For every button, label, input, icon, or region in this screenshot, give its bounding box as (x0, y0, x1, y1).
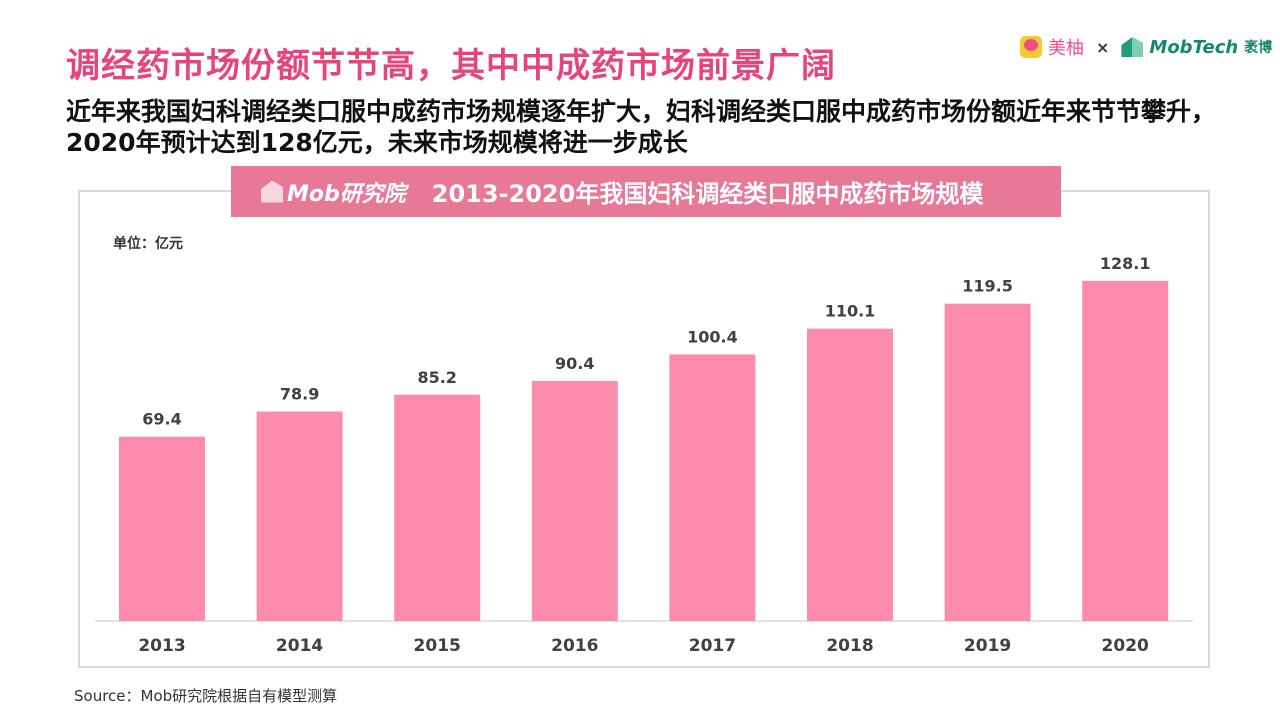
bar-2016 (531, 380, 618, 621)
bar-2019 (944, 303, 1031, 621)
x-tick-label: 2019 (964, 636, 1011, 656)
bar-2014 (256, 411, 343, 621)
mobtech-logo-text: MobTech (1149, 36, 1239, 58)
source-note: Source：Mob研究院根据自有模型测算 (74, 687, 338, 705)
page-title: 调经药市场份额节节高，其中中成药市场前景广阔 (66, 46, 836, 86)
times-sign: × (1096, 37, 1110, 57)
x-tick-label: 2013 (138, 636, 185, 656)
meiyou-logo-text: 美柚 (1048, 38, 1084, 59)
bar-2017 (669, 354, 756, 621)
bar-2013 (119, 436, 205, 621)
x-tick-label: 2014 (276, 636, 323, 656)
mob-research-text: Mob研究院 (287, 181, 406, 207)
brand-logos: 美柚 × MobTech 袤博 (1020, 34, 1272, 60)
data-label-2017: 100.4 (687, 327, 738, 346)
x-tick-label: 2017 (689, 636, 736, 656)
mobtech-logo-cn: 袤博 (1244, 40, 1273, 56)
chart-title: 2013-2020年我国妇科调经类口服中成药市场规模 (431, 180, 984, 208)
data-label-2015: 85.2 (417, 368, 456, 387)
bar-2020 (1082, 280, 1169, 621)
data-label-2013: 69.4 (142, 410, 181, 429)
x-tick-label: 2018 (826, 636, 873, 656)
data-label-2016: 90.4 (555, 354, 594, 373)
chart-banner: Mob研究院 2013-2020年我国妇科调经类口服中成药市场规模 (231, 166, 1061, 217)
data-label-2019: 119.5 (962, 277, 1013, 296)
page-subtitle: 近年来我国妇科调经类口服中成药市场规模逐年扩大，妇科调经类口服中成药市场份额近年… (66, 97, 1217, 157)
bar-2018 (807, 328, 893, 621)
x-tick-label: 2015 (414, 636, 461, 656)
x-tick-label: 2020 (1102, 636, 1149, 656)
mob-building-icon (261, 180, 283, 203)
mobtech-logo-icon (1121, 37, 1144, 57)
x-tick-label: 2016 (551, 636, 598, 656)
data-label-2020: 128.1 (1100, 254, 1151, 273)
data-label-2014: 78.9 (280, 385, 319, 404)
meiyou-logo-icon (1020, 36, 1042, 58)
data-label-2018: 110.1 (825, 302, 876, 321)
mob-research-logo: Mob研究院 (261, 176, 406, 208)
bar-2015 (394, 394, 481, 621)
unit-label: 单位：亿元 (113, 236, 183, 252)
